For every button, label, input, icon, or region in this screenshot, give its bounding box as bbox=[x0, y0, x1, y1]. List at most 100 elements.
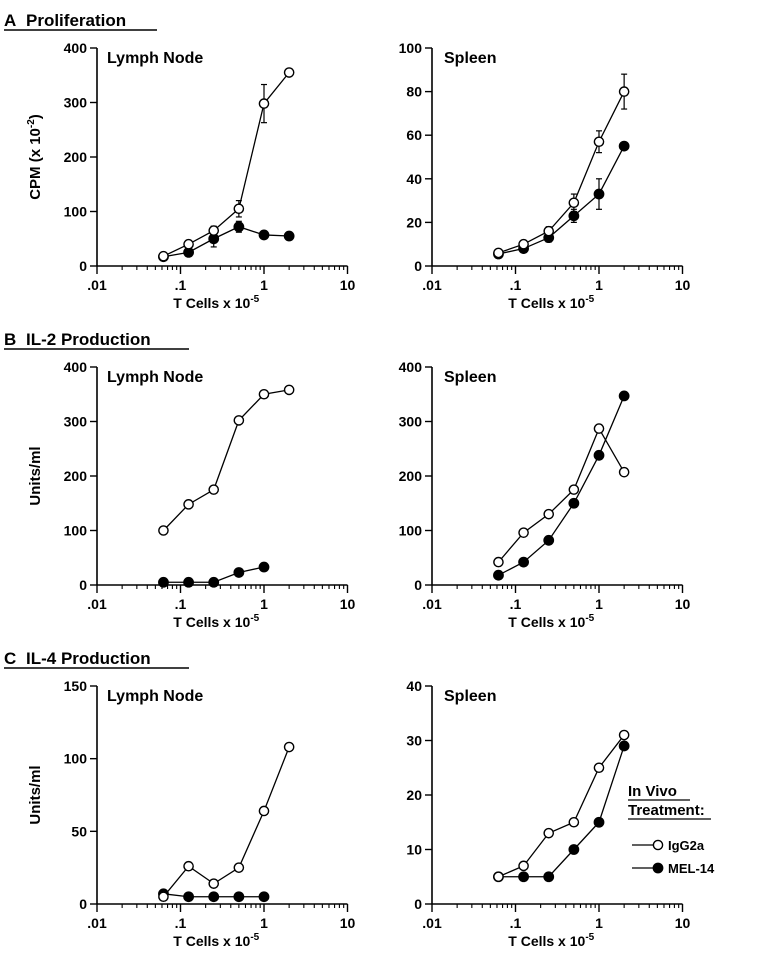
data-point-igg2a bbox=[183, 860, 194, 872]
data-point-igg2a bbox=[233, 203, 245, 215]
section-b-letter: B bbox=[4, 330, 16, 349]
data-point-igg2a bbox=[618, 86, 630, 97]
y-tick-label: 0 bbox=[79, 258, 87, 274]
y-tick-label: 0 bbox=[79, 896, 87, 912]
x-tick-label: .1 bbox=[175, 915, 187, 931]
section-a-title: Proliferation bbox=[26, 11, 126, 30]
chart-panel-b-spleen: 0 100 200 300 400 .01 .1 1 10 T Cells x 10-5 Splee… bbox=[399, 359, 691, 630]
section-a-header: A Proliferation bbox=[4, 11, 157, 31]
y-tick-label: 0 bbox=[414, 258, 422, 274]
data-point-igg2a bbox=[258, 98, 270, 109]
x-tick-label: .01 bbox=[422, 596, 442, 612]
y-tick-label: 100 bbox=[64, 751, 88, 767]
series-line-mel14 bbox=[498, 395, 625, 576]
data-point-igg2a bbox=[183, 238, 194, 250]
x-axis-label: T Cells x 10-5 bbox=[508, 932, 594, 949]
data-point-igg2a bbox=[208, 225, 220, 236]
data-point-igg2a bbox=[568, 484, 580, 495]
x-tick-label: 10 bbox=[675, 915, 691, 931]
y-tick-label: 20 bbox=[406, 787, 422, 803]
data-point-igg2a bbox=[158, 525, 169, 536]
data-point-mel14 bbox=[208, 891, 220, 903]
y-tick-label: 100 bbox=[64, 523, 88, 539]
x-tick-label: .1 bbox=[510, 915, 522, 931]
section-b-title: IL-2 Production bbox=[26, 330, 151, 349]
y-tick-label: 300 bbox=[64, 414, 88, 430]
data-point-igg2a bbox=[518, 860, 529, 872]
x-tick-label: 1 bbox=[595, 277, 603, 293]
y-tick-label: 0 bbox=[414, 577, 422, 593]
y-tick-label: 40 bbox=[406, 678, 422, 694]
filled-circle-marker-icon bbox=[652, 862, 664, 874]
x-axis-label: T Cells x 10-5 bbox=[508, 294, 594, 311]
data-point-igg2a bbox=[618, 729, 630, 741]
x-axis-label: T Cells x 10-5 bbox=[173, 294, 259, 311]
x-tick-label: .1 bbox=[175, 596, 187, 612]
chart-panel-a-spleen: 0 20 40 60 80 100 .01 .1 1 10 T Cells x 10-5 Spleen bbox=[399, 40, 691, 311]
x-tick-label: 10 bbox=[675, 277, 691, 293]
data-point-igg2a bbox=[543, 225, 555, 237]
data-point-mel14 bbox=[568, 210, 580, 222]
y-tick-label: 40 bbox=[406, 171, 422, 187]
x-tick-label: 10 bbox=[340, 596, 356, 612]
data-point-igg2a bbox=[283, 67, 295, 78]
data-point-igg2a bbox=[258, 805, 270, 817]
data-point-igg2a bbox=[593, 136, 605, 148]
data-point-igg2a bbox=[233, 415, 245, 426]
y-tick-label: 20 bbox=[406, 214, 422, 230]
data-point-igg2a bbox=[593, 423, 605, 434]
data-point-igg2a bbox=[258, 388, 270, 400]
legend-item-mel14: MEL-14 bbox=[632, 861, 715, 876]
data-point-igg2a bbox=[283, 741, 295, 753]
x-tick-label: .01 bbox=[87, 596, 107, 612]
x-tick-label: .1 bbox=[175, 277, 187, 293]
data-point-mel14 bbox=[593, 449, 605, 461]
x-axis-label: T Cells x 10-5 bbox=[508, 613, 594, 630]
data-point-igg2a bbox=[618, 466, 630, 478]
x-tick-label: 1 bbox=[260, 596, 268, 612]
data-point-igg2a bbox=[568, 816, 580, 828]
chart-panel-c-spleen: 0 10 20 30 40 .01 .1 1 10 T Cells x 10-5 Spleen bbox=[406, 678, 690, 949]
data-point-igg2a bbox=[543, 508, 555, 520]
y-tick-label: 100 bbox=[399, 40, 423, 56]
data-point-mel14 bbox=[258, 561, 270, 573]
legend-label-igg2a: IgG2a bbox=[668, 838, 705, 853]
x-axis-label: T Cells x 10-5 bbox=[173, 932, 259, 949]
data-point-mel14 bbox=[543, 534, 555, 546]
data-point-mel14 bbox=[618, 390, 630, 402]
data-point-igg2a bbox=[518, 527, 529, 538]
data-point-igg2a bbox=[593, 762, 605, 774]
x-tick-label: 10 bbox=[340, 915, 356, 931]
y-tick-label: 100 bbox=[64, 204, 88, 220]
series-line-igg2a bbox=[498, 91, 625, 254]
chart-panel-b-lymph-node: 0 100 200 300 400 .01 .1 1 10 T Cells x 10-5 Units… bbox=[27, 359, 355, 630]
data-point-igg2a bbox=[158, 250, 169, 262]
section-c-title: IL-4 Production bbox=[26, 649, 151, 668]
chart-panel-a-lymph-node: 0 100 200 300 400 .01 .1 1 10 T Cells x 10-5 CPM (… bbox=[26, 40, 355, 311]
series-line-mel14 bbox=[498, 745, 625, 878]
x-tick-label: 1 bbox=[595, 596, 603, 612]
y-tick-label: 0 bbox=[414, 896, 422, 912]
data-point-mel14 bbox=[618, 740, 630, 752]
panel-label: Spleen bbox=[444, 369, 496, 386]
chart-panel-c-lymph-node: 0 50 100 150 .01 .1 1 10 T Cells x 10-5 Units/ml L… bbox=[27, 678, 355, 949]
y-tick-label: 60 bbox=[406, 127, 422, 143]
data-point-igg2a bbox=[518, 238, 529, 250]
section-c-letter: C bbox=[4, 649, 16, 668]
y-tick-label: 30 bbox=[406, 733, 422, 749]
data-point-mel14 bbox=[493, 569, 504, 581]
y-tick-label: 150 bbox=[64, 678, 88, 694]
data-point-mel14 bbox=[208, 576, 220, 588]
data-point-igg2a bbox=[183, 499, 194, 510]
section-a-letter: A bbox=[4, 11, 16, 30]
series-line-mel14 bbox=[163, 226, 290, 258]
y-tick-label: 50 bbox=[71, 823, 87, 839]
y-axis-label: Units/ml bbox=[27, 446, 44, 505]
legend: In Vivo Treatment: IgG2a MEL-14 bbox=[628, 783, 715, 876]
y-tick-label: 10 bbox=[406, 842, 422, 858]
x-tick-label: .01 bbox=[422, 277, 442, 293]
data-point-mel14 bbox=[258, 891, 270, 903]
x-tick-label: 1 bbox=[260, 277, 268, 293]
x-tick-label: 10 bbox=[675, 596, 691, 612]
y-axis-label: CPM (x 10-2) bbox=[26, 114, 44, 200]
